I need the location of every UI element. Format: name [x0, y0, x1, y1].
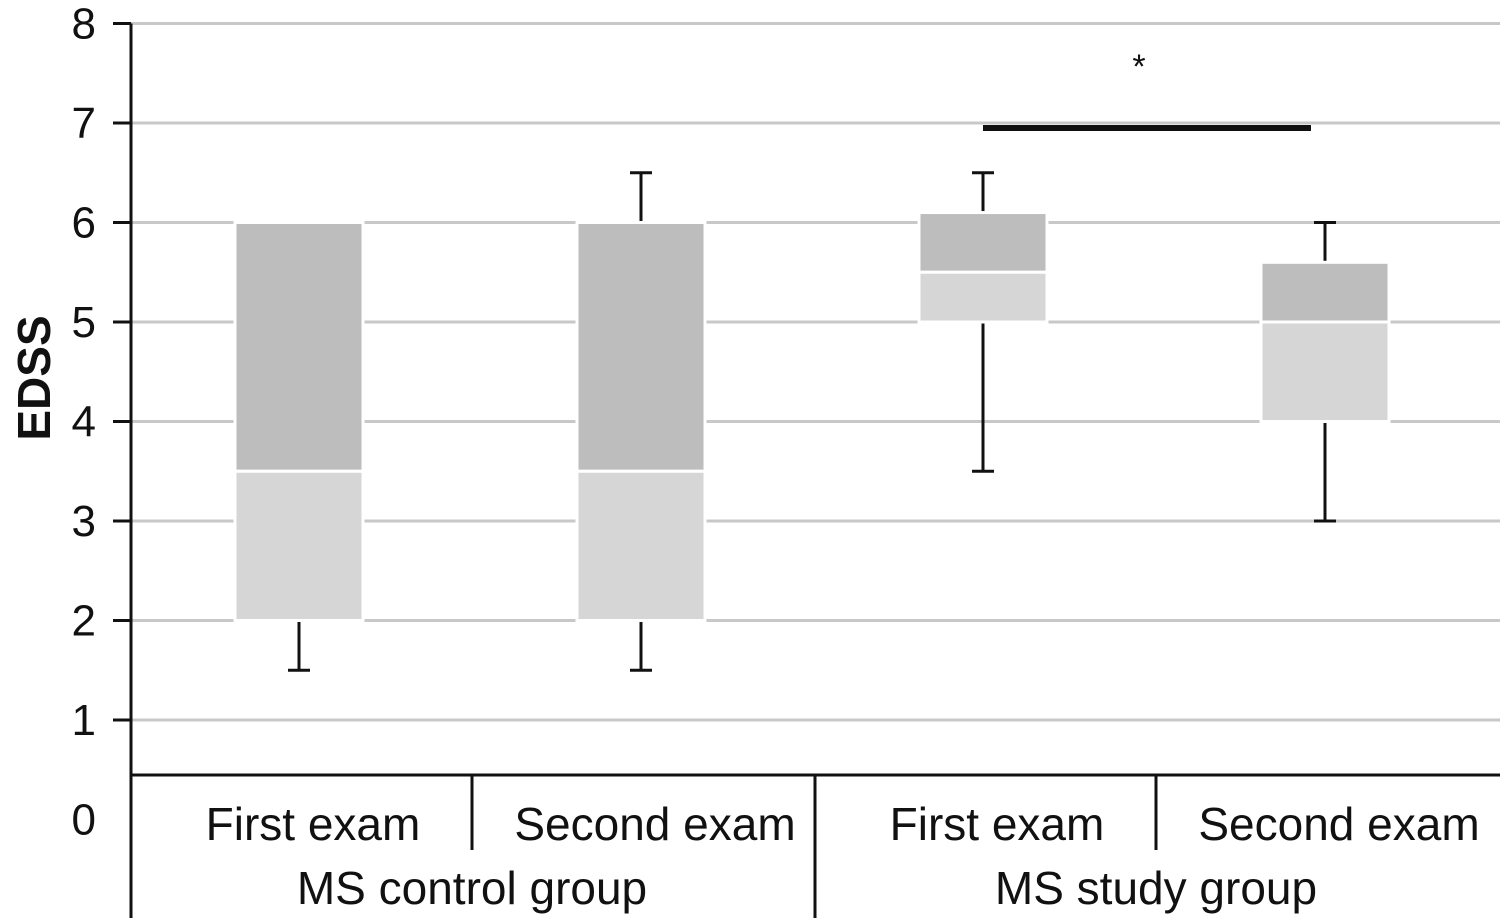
y-tick-label: 7	[72, 99, 96, 148]
category-label: First exam	[890, 798, 1105, 850]
box-2-2	[1259, 221, 1391, 523]
y-tick-label: 3	[72, 497, 96, 546]
significance-marker: *	[983, 48, 1311, 131]
category-label: First exam	[206, 798, 421, 850]
category-axis: First exam Second exam MS control group Fir…	[131, 773, 1500, 918]
box-1-1	[233, 221, 365, 672]
box-upper-quartile	[917, 211, 1049, 274]
group-label: MS study group	[995, 862, 1317, 914]
y-axis-title: EDSS	[8, 315, 60, 440]
y-tick-label: 8	[72, 0, 96, 49]
y-tick-label: 4	[72, 398, 96, 447]
y-tick-label: 5	[72, 298, 96, 347]
y-axis: 0 1 2 3 4 5 6 7 8	[72, 0, 133, 918]
box-lower-quartile	[917, 270, 1049, 324]
box-lower-quartile	[575, 469, 707, 622]
box-lower-quartile	[233, 469, 365, 622]
y-tick-label: 0	[72, 796, 96, 845]
box-lower-quartile	[1259, 320, 1391, 423]
box-2-1	[917, 171, 1049, 473]
y-tick-label: 2	[72, 597, 96, 646]
y-tick-label: 1	[72, 696, 96, 745]
box-upper-quartile	[575, 221, 707, 473]
group-label: MS control group	[297, 862, 647, 914]
box-upper-quartile	[1259, 260, 1391, 324]
box-1-2	[575, 171, 707, 672]
category-label: Second exam	[1198, 798, 1479, 850]
y-tick-label: 6	[72, 199, 96, 248]
box-plots	[233, 171, 1391, 672]
box-upper-quartile	[233, 221, 365, 473]
category-label: Second exam	[514, 798, 795, 850]
significance-label: *	[1132, 48, 1145, 86]
